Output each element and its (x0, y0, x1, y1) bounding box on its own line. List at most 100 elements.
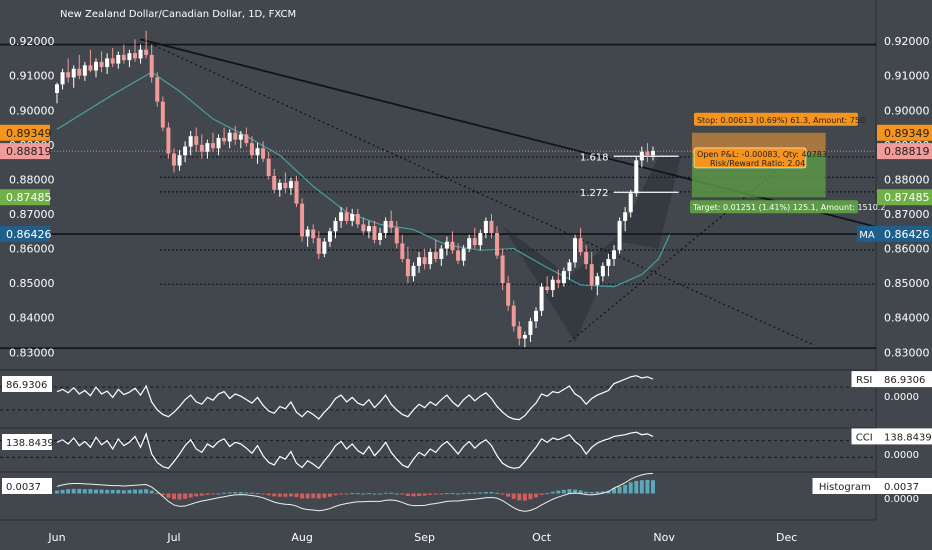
time-tick-label: Dec (776, 531, 797, 544)
candle-body (561, 271, 566, 284)
candle-body (628, 193, 633, 213)
histogram-bar (634, 480, 639, 494)
candle-body (199, 144, 204, 152)
histogram-bar (333, 493, 338, 496)
candle-body (171, 153, 176, 166)
histogram-bar (439, 493, 444, 495)
indicator-value-right: 0.0037 (884, 482, 919, 493)
candle-body (333, 220, 338, 232)
ma-value-badge-right-text: 0.86426 (884, 228, 930, 241)
target-level-badge-left (0, 189, 50, 206)
candle-body (534, 310, 539, 322)
histogram-bar (160, 493, 165, 496)
candle-body (366, 226, 371, 232)
ma-tag-box (857, 225, 877, 242)
histogram-bar (383, 492, 388, 494)
candle-body (300, 203, 305, 237)
histogram-bar (283, 493, 288, 497)
indicator-baseline: 0.0000 (884, 450, 919, 461)
candle-body (272, 175, 277, 190)
ma-value-badge-right (877, 225, 932, 242)
candle-body (478, 233, 483, 246)
stop-level-badge-right-text: 0.89349 (884, 127, 930, 140)
histogram-bar (372, 493, 377, 495)
candle-body (522, 335, 527, 339)
histogram-bar (461, 493, 466, 495)
price-tick-left: 0.91000 (9, 70, 55, 83)
histogram-bar (188, 493, 193, 498)
price-tick-right: 0.85000 (884, 277, 930, 290)
candle-body (60, 72, 65, 85)
histogram-bar (71, 488, 76, 494)
price-tick-left: 0.88000 (9, 173, 55, 186)
target-label-box (689, 200, 858, 214)
candle-body (177, 155, 182, 166)
histogram-bar (623, 484, 628, 494)
histogram-bar (422, 493, 427, 496)
histogram-bar (600, 491, 605, 494)
histogram-bar (166, 493, 171, 498)
candle-body (110, 58, 115, 64)
stop-level-badge-left (0, 124, 50, 141)
candle-body (584, 252, 589, 265)
histogram-bar (339, 493, 344, 495)
indicator-value-left: 86.9306 (6, 380, 47, 391)
candle-body (210, 143, 215, 149)
candle-body (495, 233, 500, 256)
histogram-bar (433, 493, 438, 495)
price-tick-right: 0.92000 (884, 35, 930, 48)
candle-body (222, 137, 227, 142)
candle-body (55, 84, 59, 93)
candle-body (105, 58, 110, 68)
candle-body (188, 136, 193, 147)
candle-body (539, 286, 544, 311)
candle-body (216, 137, 221, 149)
candle-body (405, 258, 410, 277)
histogram-bar (322, 493, 327, 498)
candle-body (634, 160, 639, 194)
histogram-bar (227, 492, 232, 494)
indicator-panes (0, 369, 876, 512)
candle-body (389, 220, 394, 228)
candle-body (595, 276, 600, 285)
indicator-value-left-box (2, 434, 52, 450)
histogram-bar (82, 489, 87, 494)
current-price-badge-right-text: 0.88819 (884, 145, 930, 158)
stop-level-badge-left-text: 0.89349 (6, 127, 52, 140)
indicator-value-right-box (877, 371, 932, 388)
candle-body (93, 61, 98, 71)
histogram-bar (244, 492, 249, 494)
histogram-bar (350, 493, 355, 495)
histogram-bar (127, 489, 132, 494)
histogram-bar (88, 489, 93, 494)
candle-body (556, 279, 561, 284)
candle-body (149, 54, 154, 78)
indicator-value-right: 138.8439 (884, 432, 932, 443)
target-level-badge-right-text: 0.87485 (884, 191, 930, 204)
candle-body (116, 54, 121, 64)
target-label: Target: 0.01251 (1.41%) 125.1, Amount: 1… (692, 203, 885, 212)
candle-body (600, 265, 605, 277)
candle-body (573, 238, 578, 263)
current-price-badge-left (0, 143, 50, 160)
time-tick-label: Aug (291, 531, 312, 544)
histogram-bar (249, 492, 254, 494)
candle-body (261, 148, 266, 159)
candle-body (411, 265, 416, 277)
candle-body (511, 305, 516, 327)
candle-body (361, 224, 366, 232)
candle-body (439, 248, 444, 259)
histogram-bar (556, 490, 561, 494)
candle-body (433, 252, 438, 259)
candle-body (82, 65, 87, 76)
histogram-bar (394, 493, 399, 495)
candle-body (623, 212, 628, 221)
histogram-bar (222, 492, 227, 494)
candle-body (77, 68, 82, 76)
histogram-bar (327, 493, 332, 497)
histogram-bar (361, 493, 366, 495)
candle-body (233, 132, 238, 140)
candle-body (322, 241, 327, 254)
